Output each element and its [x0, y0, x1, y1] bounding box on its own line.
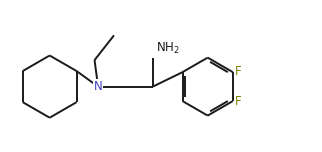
Text: NH$_2$: NH$_2$	[156, 41, 179, 56]
Text: F: F	[235, 95, 242, 108]
Text: F: F	[235, 65, 242, 78]
Text: N: N	[94, 80, 102, 93]
